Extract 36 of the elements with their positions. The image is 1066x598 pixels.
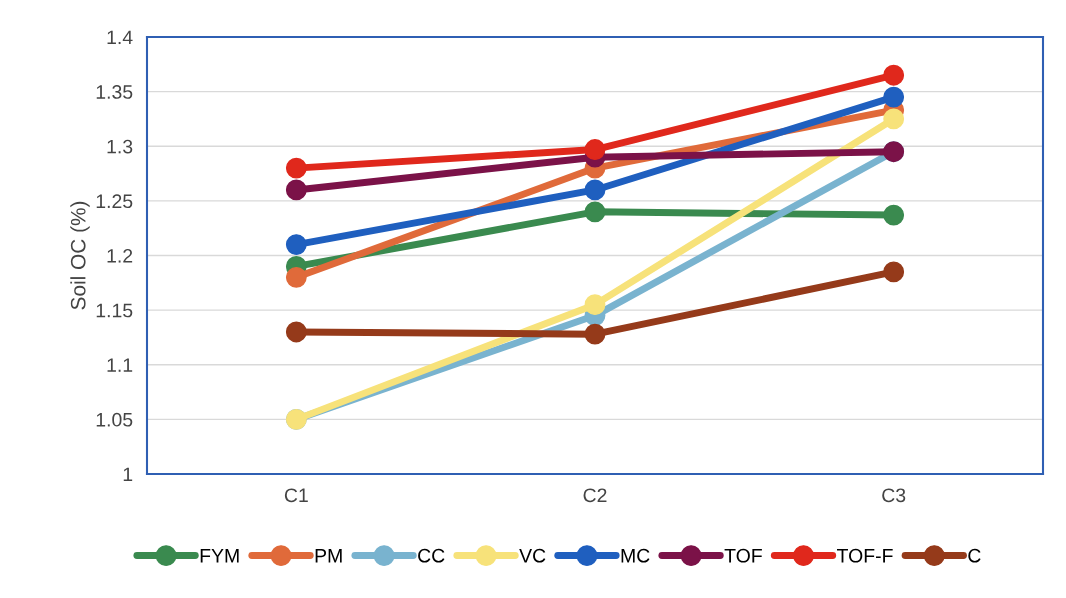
- point: [883, 86, 905, 108]
- legend-label: CC: [418, 548, 445, 563]
- point: [883, 108, 905, 130]
- point: [883, 204, 905, 226]
- point: [285, 234, 307, 255]
- legend-label: FYM: [200, 549, 239, 563]
- legend-label: TOF: [724, 548, 762, 563]
- point: [584, 179, 606, 201]
- y-tick-label: 1: [123, 467, 133, 482]
- point: [584, 294, 606, 316]
- y-axis-title: Soil OC (%): [70, 201, 90, 310]
- y-tick-label: 1.15: [96, 303, 133, 318]
- y-tick-label: 1.25: [96, 194, 133, 209]
- y-tick-label: 1.05: [96, 412, 133, 427]
- legend-label: PM: [315, 549, 342, 563]
- point: [285, 266, 307, 288]
- point: [883, 261, 905, 283]
- legend-label: MC: [621, 548, 650, 563]
- x-tick-label: C1: [284, 488, 308, 503]
- point: [883, 64, 905, 86]
- legend-label: C: [968, 548, 981, 563]
- point: [285, 157, 307, 179]
- legend-label: TOF-F: [837, 548, 893, 563]
- y-tick-label: 1.2: [107, 248, 133, 263]
- point: [584, 323, 606, 345]
- x-tick-label: C2: [583, 488, 607, 503]
- point: [584, 201, 606, 223]
- point: [285, 179, 307, 201]
- x-tick-label: C3: [882, 488, 906, 503]
- y-tick-label: 1.35: [96, 85, 133, 99]
- y-tick-label: 1.4: [107, 30, 133, 45]
- legend-label: VC: [519, 548, 546, 563]
- point: [285, 321, 307, 343]
- y-tick-label: 1.3: [107, 139, 133, 154]
- y-tick-label: 1.1: [107, 358, 133, 372]
- point: [584, 139, 606, 160]
